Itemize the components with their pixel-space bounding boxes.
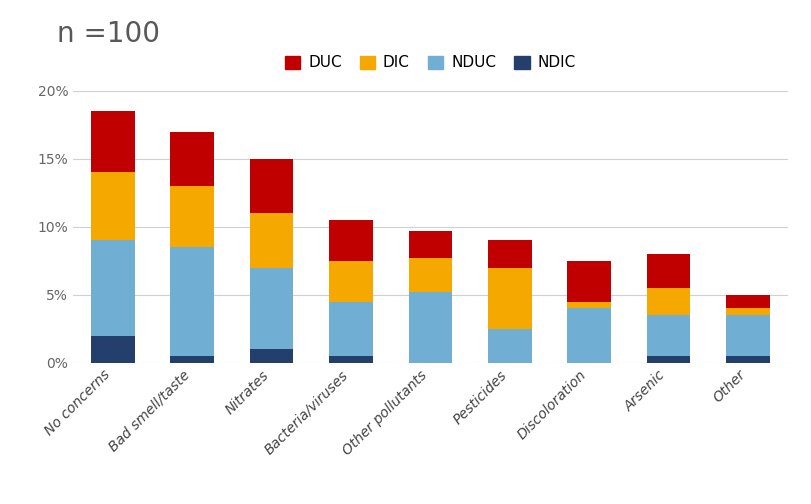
Bar (328, 220, 372, 261)
Bar (250, 268, 293, 349)
Bar (328, 356, 372, 363)
Bar (646, 356, 689, 363)
Bar (91, 240, 135, 336)
Bar (170, 132, 214, 186)
Bar (487, 240, 531, 268)
Bar (487, 268, 531, 329)
Bar (408, 258, 452, 292)
Bar (487, 329, 531, 363)
Bar (250, 213, 293, 268)
Bar (408, 292, 452, 363)
Bar (170, 186, 214, 247)
Bar (408, 231, 452, 258)
Bar (170, 247, 214, 356)
Bar (646, 254, 689, 288)
Bar (250, 349, 293, 363)
Bar (567, 308, 610, 363)
Bar (91, 172, 135, 240)
Legend: DUC, DIC, NDUC, NDIC: DUC, DIC, NDUC, NDIC (279, 49, 581, 77)
Bar (725, 295, 769, 308)
Text: n =100: n =100 (57, 20, 160, 48)
Bar (646, 316, 689, 356)
Bar (91, 111, 135, 172)
Bar (725, 356, 769, 363)
Bar (328, 301, 372, 356)
Bar (567, 301, 610, 308)
Bar (91, 336, 135, 363)
Bar (725, 316, 769, 356)
Bar (250, 159, 293, 213)
Bar (567, 261, 610, 301)
Bar (170, 356, 214, 363)
Bar (725, 308, 769, 316)
Bar (646, 288, 689, 316)
Bar (328, 261, 372, 301)
